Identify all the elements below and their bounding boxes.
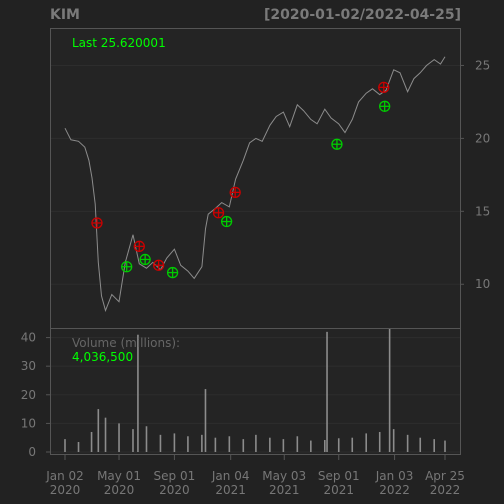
down-marker (152, 259, 165, 271)
down-marker (378, 81, 390, 93)
down-marker (91, 217, 103, 229)
date-tick-year: 2020 (104, 483, 135, 497)
volume-axis: 0 10 20 30 40 (21, 331, 50, 459)
date-tick-year: 2021 (215, 483, 246, 497)
volume-label: Volume (millions): (72, 336, 180, 350)
up-marker (379, 100, 391, 112)
date-tick-year: 2020 (50, 483, 81, 497)
up-marker (139, 253, 151, 266)
date-tick-year: 2020 (159, 483, 190, 497)
date-tick-label: May 03 (262, 469, 306, 483)
chart-symbol: KIM (50, 7, 80, 23)
volume-bars (64, 329, 446, 452)
up-marker (331, 138, 343, 150)
last-price-label: Last 25.620001 (72, 36, 166, 50)
volume-tick-label: 20 (21, 388, 36, 402)
price-axis: 10 15 20 25 (460, 58, 490, 291)
up-marker (220, 215, 233, 228)
date-tick-year: 2022 (430, 483, 461, 497)
down-marker (133, 240, 145, 252)
price-series-line (64, 56, 446, 313)
price-tick-label: 20 (475, 131, 490, 145)
price-panel-frame (50, 28, 461, 329)
volume-tick-label: 30 (21, 359, 36, 373)
date-tick-year: 2021 (323, 483, 354, 497)
date-tick-year: 2022 (379, 483, 410, 497)
date-tick-label: Sep 01 (154, 469, 196, 483)
chart-date-range: [2020-01-02/2022-04-25] (264, 7, 461, 23)
date-tick-label: May 01 (97, 469, 141, 483)
date-tick-year: 2021 (269, 483, 300, 497)
date-tick-label: Apr 25 (425, 469, 465, 483)
volume-tick-label: 10 (21, 416, 36, 430)
down-marker (229, 186, 241, 199)
up-marker (166, 266, 179, 279)
date-tick-label: Jan 02 (45, 469, 84, 483)
price-tick-label: 15 (475, 204, 490, 218)
price-tick-label: 10 (475, 277, 490, 291)
price-tick-label: 25 (475, 58, 490, 72)
volume-last-value: 4,036,500 (72, 350, 133, 364)
volume-tick-label: 0 (28, 445, 36, 459)
down-marker (212, 207, 225, 219)
date-tick-label: Jan 03 (375, 469, 414, 483)
date-tick-label: Sep 01 (318, 469, 360, 483)
up-marker (121, 261, 133, 273)
date-tick-label: Jan 04 (211, 469, 250, 483)
volume-tick-label: 40 (21, 331, 36, 345)
signal-markers (91, 81, 391, 279)
